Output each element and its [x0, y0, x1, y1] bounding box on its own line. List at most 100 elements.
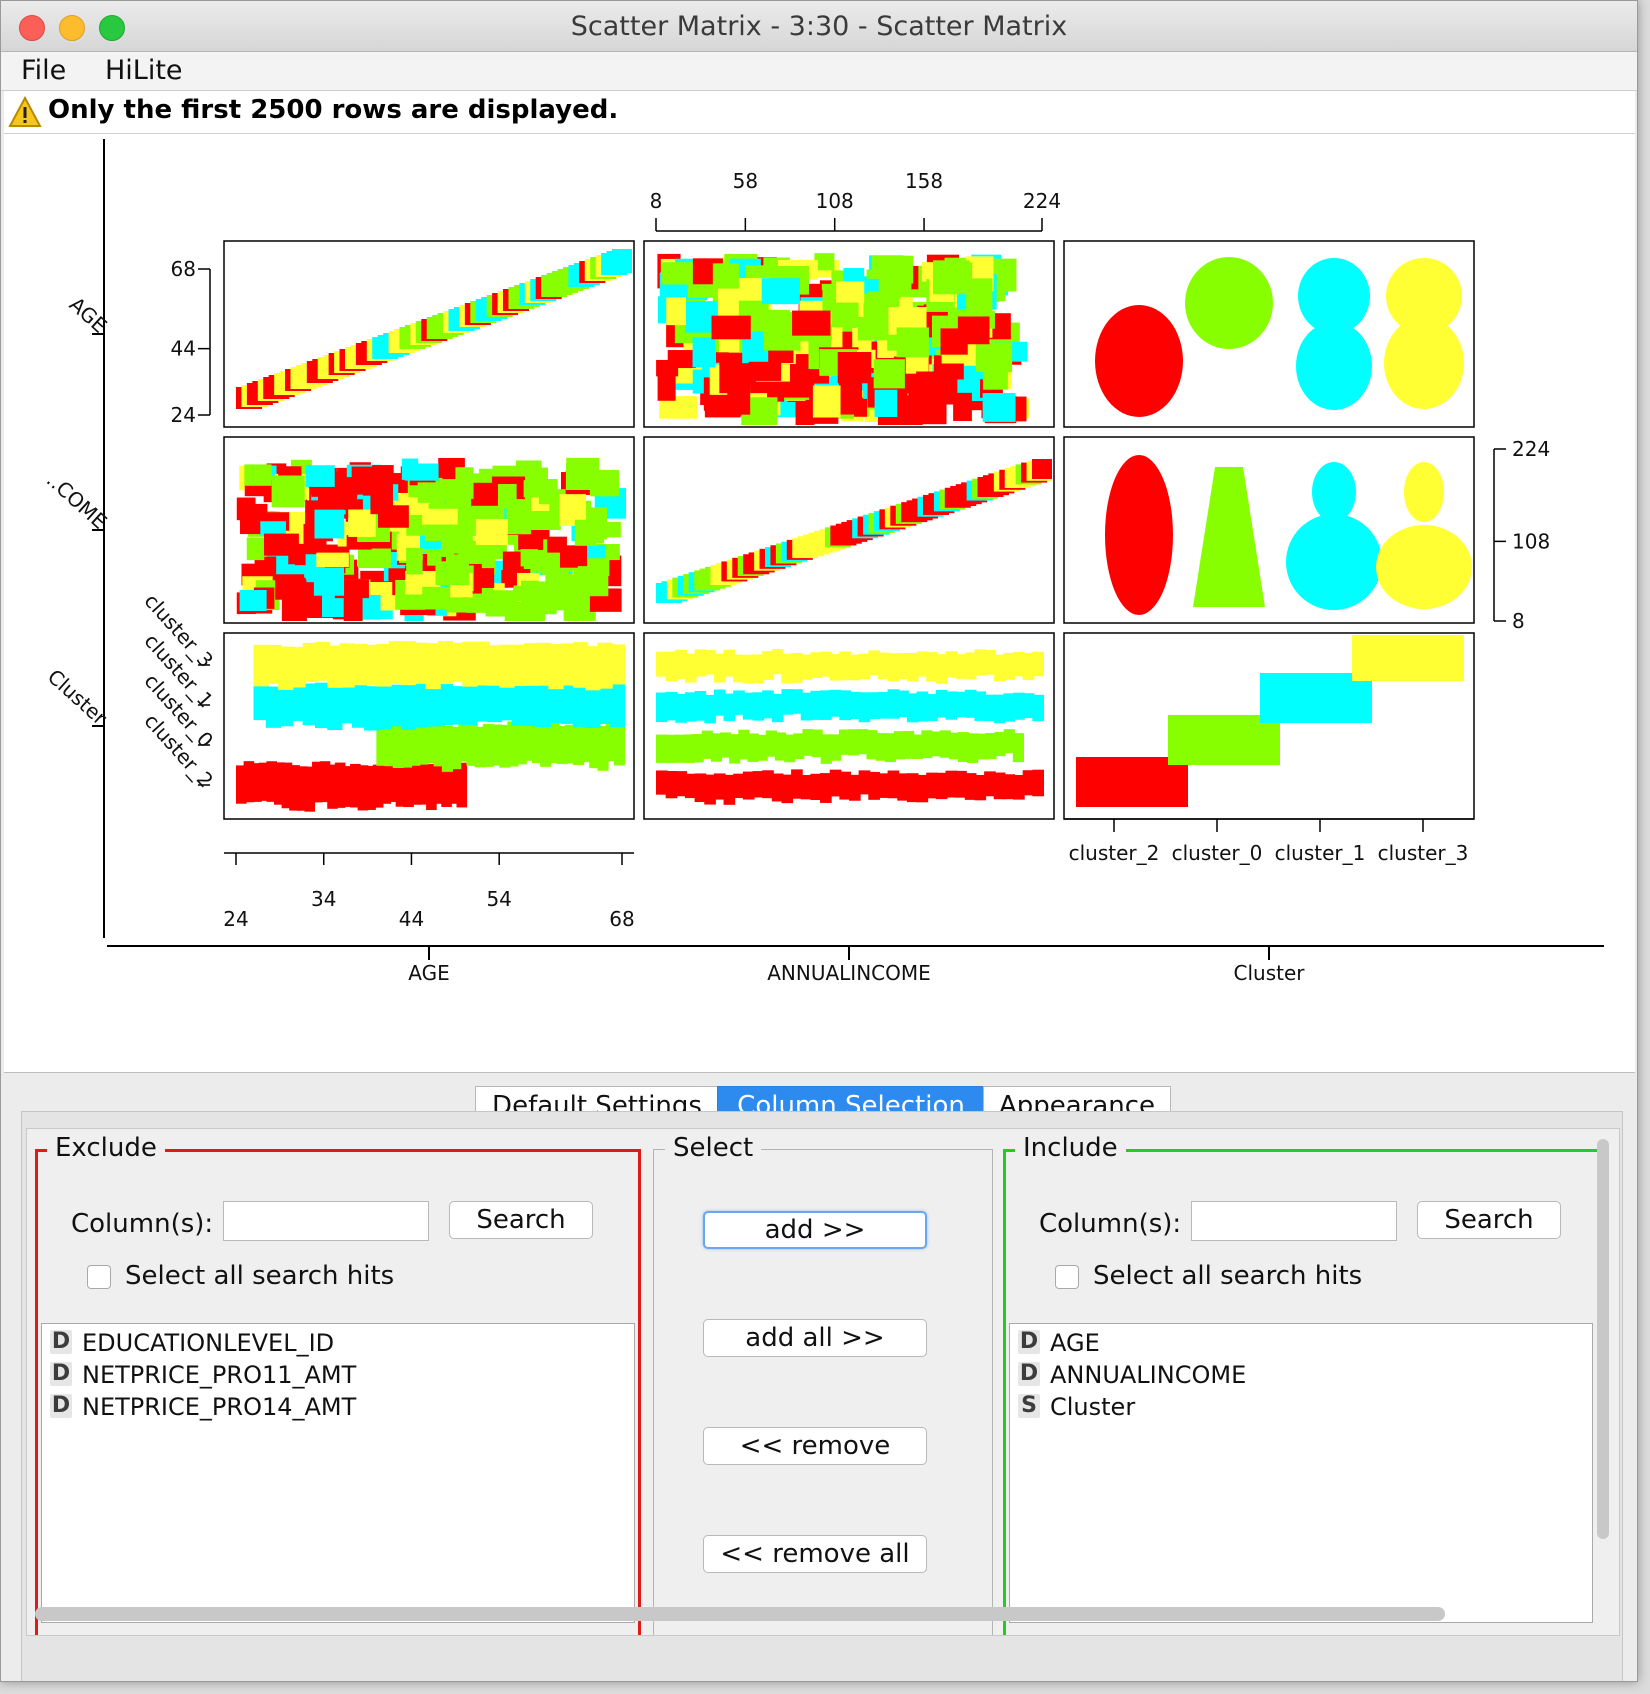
exclude-search-input[interactable] — [223, 1201, 429, 1241]
cluster-band — [839, 651, 851, 681]
cluster-band — [265, 644, 282, 684]
data-point — [525, 512, 561, 531]
double-type-icon: D — [50, 1329, 72, 1354]
cluster-band — [1013, 651, 1025, 677]
cluster-band — [800, 654, 813, 680]
cluster-band — [810, 690, 823, 720]
data-point — [873, 359, 905, 389]
data-point — [814, 253, 835, 271]
cluster-band — [609, 682, 625, 728]
data-point — [667, 350, 696, 369]
remove-button[interactable]: << remove — [703, 1427, 927, 1465]
cluster-band — [342, 766, 354, 807]
list-item-label: ANNUALINCOME — [1050, 1361, 1247, 1389]
exclude-list[interactable]: D EDUCATIONLEVEL_ID D NETPRICE_PRO11_AMT… — [41, 1323, 635, 1623]
cluster-band — [839, 690, 851, 721]
cluster-distribution — [1105, 455, 1173, 615]
settings-panel: Default Settings Column Selection Appear… — [1, 1073, 1637, 1681]
cluster-band — [656, 651, 668, 677]
cluster-band — [372, 764, 384, 808]
cluster-band — [572, 682, 589, 727]
data-point — [712, 263, 739, 289]
cluster-band — [829, 769, 842, 797]
remove-all-button[interactable]: << remove all — [703, 1535, 927, 1573]
cluster-band — [955, 770, 967, 798]
data-point — [836, 281, 865, 303]
cluster-band — [1013, 774, 1025, 800]
cluster-band — [486, 683, 503, 723]
menu-hilite[interactable]: HiLite — [105, 55, 183, 86]
scatter-matrix-plot[interactable]: AGE ANNUALINCOME Cluster AGE ..COME Cluster 8 5… — [4, 134, 1635, 1073]
list-item-label: Cluster — [1050, 1393, 1136, 1421]
data-point — [982, 393, 1016, 422]
cluster-band — [450, 642, 466, 682]
data-point — [422, 586, 454, 610]
cluster-band — [955, 691, 967, 718]
cluster-band — [376, 724, 388, 766]
maximize-window-button[interactable] — [99, 15, 125, 41]
cluster-band — [296, 766, 308, 811]
cluster-band — [675, 649, 687, 679]
title-bar: Scatter Matrix - 3:30 - Scatter Matrix — [1, 1, 1637, 52]
data-point — [975, 342, 1013, 373]
minimize-window-button[interactable] — [59, 15, 85, 41]
add-all-button[interactable]: add all >> — [703, 1319, 927, 1357]
cluster-band — [597, 642, 613, 689]
cluster-band — [945, 770, 958, 798]
income-right-tick-label: 8 — [1512, 609, 1525, 633]
data-point — [377, 505, 409, 528]
data-point — [275, 579, 307, 600]
cluster-band — [887, 770, 900, 799]
cluster-band — [486, 645, 503, 686]
cluster-band — [784, 734, 796, 763]
cluster-band — [723, 693, 736, 721]
cluster-band — [1012, 733, 1024, 763]
cluster-band — [829, 689, 842, 717]
cluster-band — [974, 691, 987, 721]
horizontal-scrollbar[interactable] — [35, 1607, 1445, 1621]
cluster-band — [756, 734, 768, 761]
cluster-band — [466, 721, 478, 766]
data-point — [316, 552, 349, 568]
include-search-button[interactable]: Search — [1417, 1201, 1561, 1239]
exclude-select-all-checkbox[interactable] — [87, 1265, 111, 1289]
cluster-band — [388, 641, 404, 684]
data-point — [361, 594, 381, 620]
cluster-band — [548, 722, 560, 764]
cluster-band — [762, 690, 774, 719]
menu-file[interactable]: File — [21, 55, 67, 86]
close-window-button[interactable] — [19, 15, 45, 41]
data-point — [585, 574, 609, 597]
scatter-matrix-svg[interactable]: AGE ANNUALINCOME ClusterAGE..COMECluster85… — [4, 134, 1635, 1072]
cluster-band — [976, 733, 988, 760]
cluster-band — [548, 644, 564, 690]
cluster-band — [810, 652, 823, 678]
cluster-band — [903, 730, 915, 759]
cluster-band — [704, 694, 716, 724]
cluster-band — [302, 683, 318, 726]
cluster-band — [572, 721, 585, 766]
cluster-band — [462, 641, 478, 687]
cluster-band — [351, 643, 368, 685]
cluster-band — [253, 681, 269, 721]
cluster-band — [395, 763, 407, 807]
cluster-band — [742, 771, 755, 800]
cluster-band — [984, 694, 996, 722]
exclude-search-button[interactable]: Search — [449, 1201, 593, 1239]
cluster-distribution — [1376, 525, 1472, 609]
cluster-band — [926, 694, 938, 722]
select-title: Select — [665, 1133, 762, 1163]
vertical-scrollbar[interactable] — [1597, 1139, 1609, 1539]
include-list[interactable]: D AGE D ANNUALINCOME S Cluster — [1009, 1323, 1593, 1623]
cluster-band — [771, 649, 784, 675]
cluster-band — [656, 692, 668, 723]
cluster-band — [964, 689, 977, 718]
list-item-label: EDUCATIONLEVEL_ID — [82, 1329, 335, 1357]
cluster-band — [290, 681, 306, 721]
cluster-band — [811, 729, 823, 758]
include-search-input[interactable] — [1191, 1201, 1397, 1241]
include-select-all-checkbox[interactable] — [1055, 1265, 1079, 1289]
cluster-band — [930, 731, 942, 757]
data-point — [558, 584, 590, 603]
add-button[interactable]: add >> — [703, 1211, 927, 1249]
